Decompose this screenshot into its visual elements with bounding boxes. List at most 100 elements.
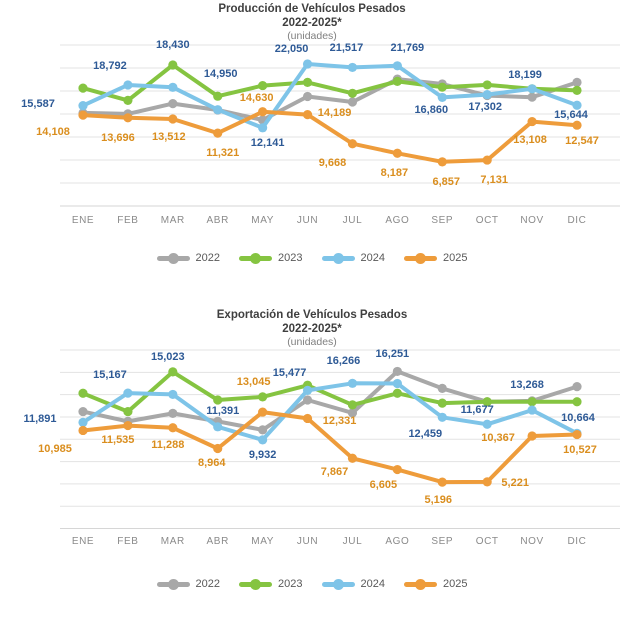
data-point-2025-ENE	[78, 425, 88, 436]
data-point-2023-MAY	[258, 80, 268, 91]
data-point-2024-SEP	[437, 412, 447, 422]
month-label-DIC: DIC	[567, 215, 587, 226]
data-label-2024-FEB: 15,167	[93, 369, 127, 382]
month-label-ENE: ENE	[71, 536, 95, 547]
data-label-2024-DIC: 15,644	[554, 109, 588, 122]
data-point-2024-JUL	[347, 62, 358, 73]
data-point-2022-AGO	[392, 366, 402, 377]
legend-item-2025: 2025	[403, 578, 467, 590]
chart-units-note: (unidades)	[287, 30, 337, 43]
data-label-2025-JUN: 12,331	[322, 415, 357, 428]
data-point-2024-ENE	[78, 417, 88, 427]
data-label-2024-JUN: 15,477	[272, 367, 307, 380]
data-point-2025-ENE	[78, 110, 88, 120]
chart-subtitle: 2022-2025*	[282, 323, 342, 336]
export-chart: Exportación de Vehículos Pesados 2022-20…	[0, 300, 624, 617]
data-point-2025-OCT	[482, 477, 492, 487]
series-line-2024	[81, 62, 579, 130]
data-point-2024-NOV	[527, 84, 537, 94]
legend-label-2024: 2024	[360, 578, 385, 590]
data-point-2022-JUL	[347, 97, 358, 107]
data-point-2023-ABR	[213, 395, 223, 405]
data-point-2022-DIC	[572, 77, 582, 87]
data-point-2022-NOV	[527, 92, 537, 102]
chart-title: Exportación de Vehículos Pesados	[216, 309, 408, 321]
legend-item-2024: 2024	[321, 578, 385, 590]
data-label-2024-NOV: 18,199	[508, 68, 542, 81]
legend-marker-2022	[156, 578, 190, 590]
data-label-2025-MAR: 13,512	[151, 130, 186, 143]
data-point-2025-FEB	[123, 420, 133, 431]
data-point-2022-JUL	[347, 408, 358, 418]
data-label-2024-JUL: 16,266	[326, 355, 361, 368]
data-point-2022-JUN	[302, 395, 313, 405]
month-label-MAY: MAY	[251, 536, 274, 547]
data-label-2025-MAY: 13,045	[236, 376, 271, 389]
data-label-2025-ENE: 14,108	[36, 126, 70, 139]
data-label-2024-FEB: 18,792	[93, 59, 127, 72]
month-label-AGO: AGO	[385, 215, 410, 226]
data-label-2025-NOV: 10,367	[481, 431, 515, 444]
data-label-2024-NOV: 13,268	[510, 379, 544, 392]
data-label-2024-MAR: 18,430	[155, 39, 190, 52]
legend-item-2022: 2022	[156, 578, 220, 590]
data-point-2023-OCT	[482, 80, 492, 90]
legend-label-2023: 2023	[278, 578, 303, 590]
data-point-2024-JUL	[347, 378, 358, 388]
legend-label-2024: 2024	[360, 252, 385, 264]
series-line-2022	[81, 77, 579, 122]
month-label-SEP: SEP	[431, 536, 454, 547]
data-point-2022-ENE	[78, 406, 88, 417]
data-point-2024-AGO	[392, 378, 402, 389]
data-point-2024-JUN	[302, 385, 313, 395]
month-label-JUN: JUN	[296, 536, 319, 547]
data-point-2023-JUL	[347, 400, 358, 410]
month-label-OCT: OCT	[475, 215, 499, 226]
legend-dot	[167, 578, 179, 590]
data-label-2024-ABR: 11,391	[206, 404, 240, 417]
legend-marker-2023	[239, 252, 273, 264]
legend-dot	[414, 252, 426, 264]
data-point-2025-ABR	[213, 443, 223, 454]
data-point-2023-ABR	[213, 91, 223, 101]
data-label-2025-SEP: 6,857	[432, 175, 461, 188]
data-point-2025-DIC	[572, 120, 582, 130]
data-label-2024-AGO: 16,251	[375, 348, 410, 361]
legend-marker-2024	[321, 252, 355, 264]
legend-marker-2022	[156, 252, 190, 264]
data-point-2025-SEP	[437, 477, 447, 487]
data-point-2023-ENE	[78, 83, 88, 93]
data-point-2025-OCT	[482, 155, 492, 165]
data-point-2022-MAR	[168, 408, 178, 418]
month-label-ABR: ABR	[206, 215, 229, 226]
data-point-2024-ENE	[78, 101, 88, 111]
data-point-2022-MAR	[168, 99, 178, 109]
data-label-2025-AGO: 8,187	[380, 167, 409, 180]
legend-label-2023: 2023	[278, 252, 303, 264]
legend: 2022 2023 2024 2025	[0, 252, 624, 264]
data-label-2024-ABR: 14,950	[203, 67, 238, 80]
data-label-2024-SEP: 12,459	[408, 428, 443, 441]
data-point-2023-AGO	[392, 388, 402, 398]
data-point-2023-FEB	[123, 95, 133, 105]
data-point-2024-AGO	[392, 61, 402, 71]
data-label-2025-ABR: 8,964	[197, 457, 226, 470]
month-label-ENE: ENE	[71, 215, 95, 226]
data-point-2024-OCT	[482, 89, 492, 100]
month-label-NOV: NOV	[520, 536, 544, 547]
month-label-OCT: OCT	[475, 536, 499, 547]
data-label-2024-MAY: 9,932	[248, 448, 277, 461]
data-point-2023-FEB	[123, 406, 133, 417]
data-point-2025-MAR	[168, 423, 178, 433]
data-point-2024-DIC	[572, 100, 582, 110]
data-point-2023-JUL	[347, 88, 358, 98]
data-label-2025-DIC: 10,527	[563, 443, 597, 456]
legend-item-2025: 2025	[403, 252, 467, 264]
data-point-2025-MAY	[258, 407, 268, 417]
data-point-2024-MAY	[258, 123, 268, 133]
data-point-2025-NOV	[527, 116, 537, 127]
series-line-2025	[81, 109, 579, 164]
data-label-2024-OCT: 17,302	[468, 100, 502, 113]
data-label-2025-ENE: 10,985	[38, 443, 72, 456]
